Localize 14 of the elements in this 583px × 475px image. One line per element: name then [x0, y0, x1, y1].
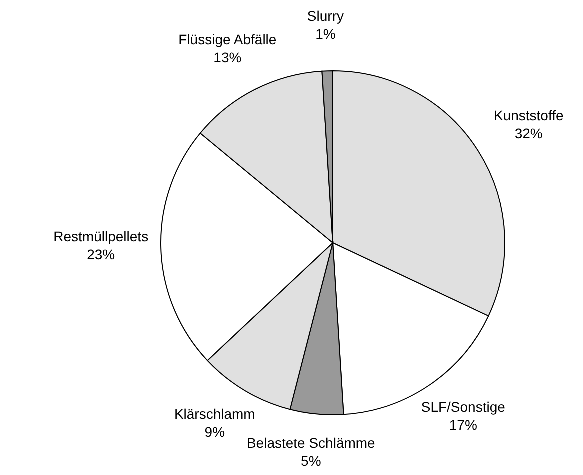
data-label: 32% — [514, 125, 543, 142]
data-label: 9% — [204, 424, 226, 440]
data-label: 17% — [449, 416, 478, 433]
slice-label: Flüssige Abfälle — [178, 31, 277, 48]
data-label: 13% — [214, 49, 242, 66]
slice-label: Belastete Schlämme — [246, 435, 376, 452]
slice-label: Restmüllpellets — [54, 228, 149, 245]
slice-label: Kunststoffe — [494, 107, 564, 124]
slice-label: Slurry — [307, 8, 344, 24]
data-label: 5% — [301, 453, 322, 470]
slice-label: SLF/Sonstige — [421, 398, 506, 415]
data-label: 23% — [87, 246, 116, 263]
data-label: 1% — [316, 26, 336, 42]
slice-label: Klärschlamm — [174, 406, 256, 422]
